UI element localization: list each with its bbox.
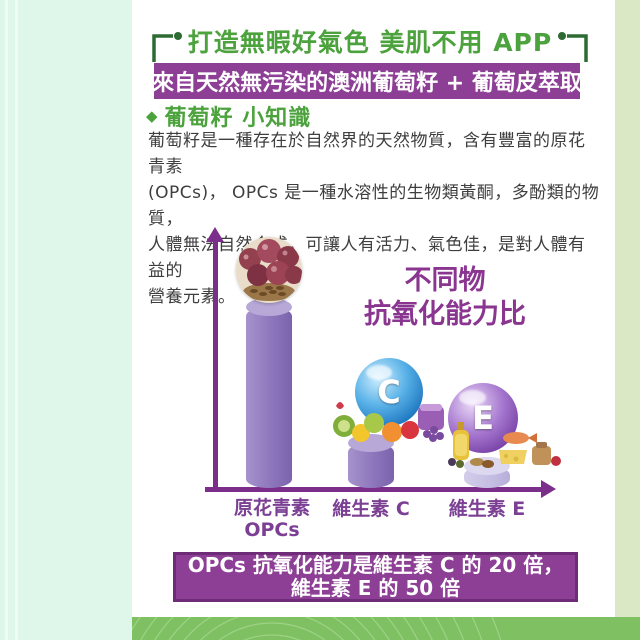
- axis-label-vitamin-c: 維生素 C: [332, 498, 410, 520]
- vitamin-e-letter: E: [472, 399, 494, 437]
- fruit-cluster-icon: [333, 402, 444, 442]
- axis-label-line: OPCs: [244, 519, 300, 541]
- bracket-left-icon: [152, 32, 182, 62]
- conclusion-line2: 維生素 E 的 50 倍: [290, 576, 461, 600]
- conclusion-banner: OPCs 抗氧化能力是維生素 C 的 20 倍， 維生素 E 的 50 倍: [173, 552, 578, 602]
- paragraph-line: (OPCs)， OPCs 是一種水溶性的生物類黃酮，多酚類的物質，: [148, 183, 600, 229]
- x-axis: [205, 487, 543, 492]
- axis-label-vitamin-e: 維生素 E: [448, 498, 526, 520]
- bar-opcs: [246, 298, 292, 488]
- left-background-strip: [0, 0, 132, 640]
- header: 打造無暇好氣色 美肌不用 APP: [150, 27, 590, 62]
- diamond-bullet-icon: ◆: [146, 107, 158, 125]
- x-axis-arrow-icon: [541, 480, 556, 498]
- content-panel: [132, 0, 615, 617]
- vitamin-c-letter: C: [377, 373, 401, 411]
- contour-pattern-icon: [132, 617, 502, 640]
- chart-title-line2: 抗氧化能力比: [364, 299, 526, 330]
- footer-band: [132, 617, 640, 640]
- y-axis-arrow-icon: [206, 227, 224, 242]
- bar-vitamin-e: [464, 457, 510, 488]
- grapes-photo-icon: [236, 237, 302, 303]
- chart-title: 不同物 抗氧化能力比: [350, 264, 540, 332]
- conclusion-line1: OPCs 抗氧化能力是維生素 C 的 20 倍，: [187, 553, 564, 577]
- page-title: 打造無暇好氣色 美肌不用 APP: [187, 28, 553, 57]
- section-heading: ◆ 葡萄籽 小知識: [146, 100, 311, 132]
- decorative-line: [5, 0, 8, 640]
- chart-title-line1: 不同物: [404, 265, 486, 296]
- decorative-line: [15, 0, 18, 640]
- subtitle-banner: 來自天然無污染的澳洲葡萄籽 + 葡萄皮萃取: [152, 63, 582, 99]
- vitamin-c-sphere-icon: C: [355, 358, 423, 426]
- food-cluster-icon: [448, 422, 561, 468]
- bar-vitamin-c: [348, 434, 394, 488]
- paragraph-line: 葡萄籽是一種存在於自然界的天然物質，含有豐富的原花青素: [148, 131, 586, 177]
- axis-label-line: 原花青素: [233, 497, 310, 519]
- bracket-right-icon: [558, 32, 588, 62]
- right-background-strip: [615, 0, 640, 617]
- axis-label-opcs: 原花青素 OPCs: [220, 497, 324, 541]
- section-heading-label: 葡萄籽 小知識: [164, 106, 312, 131]
- y-axis: [213, 241, 218, 490]
